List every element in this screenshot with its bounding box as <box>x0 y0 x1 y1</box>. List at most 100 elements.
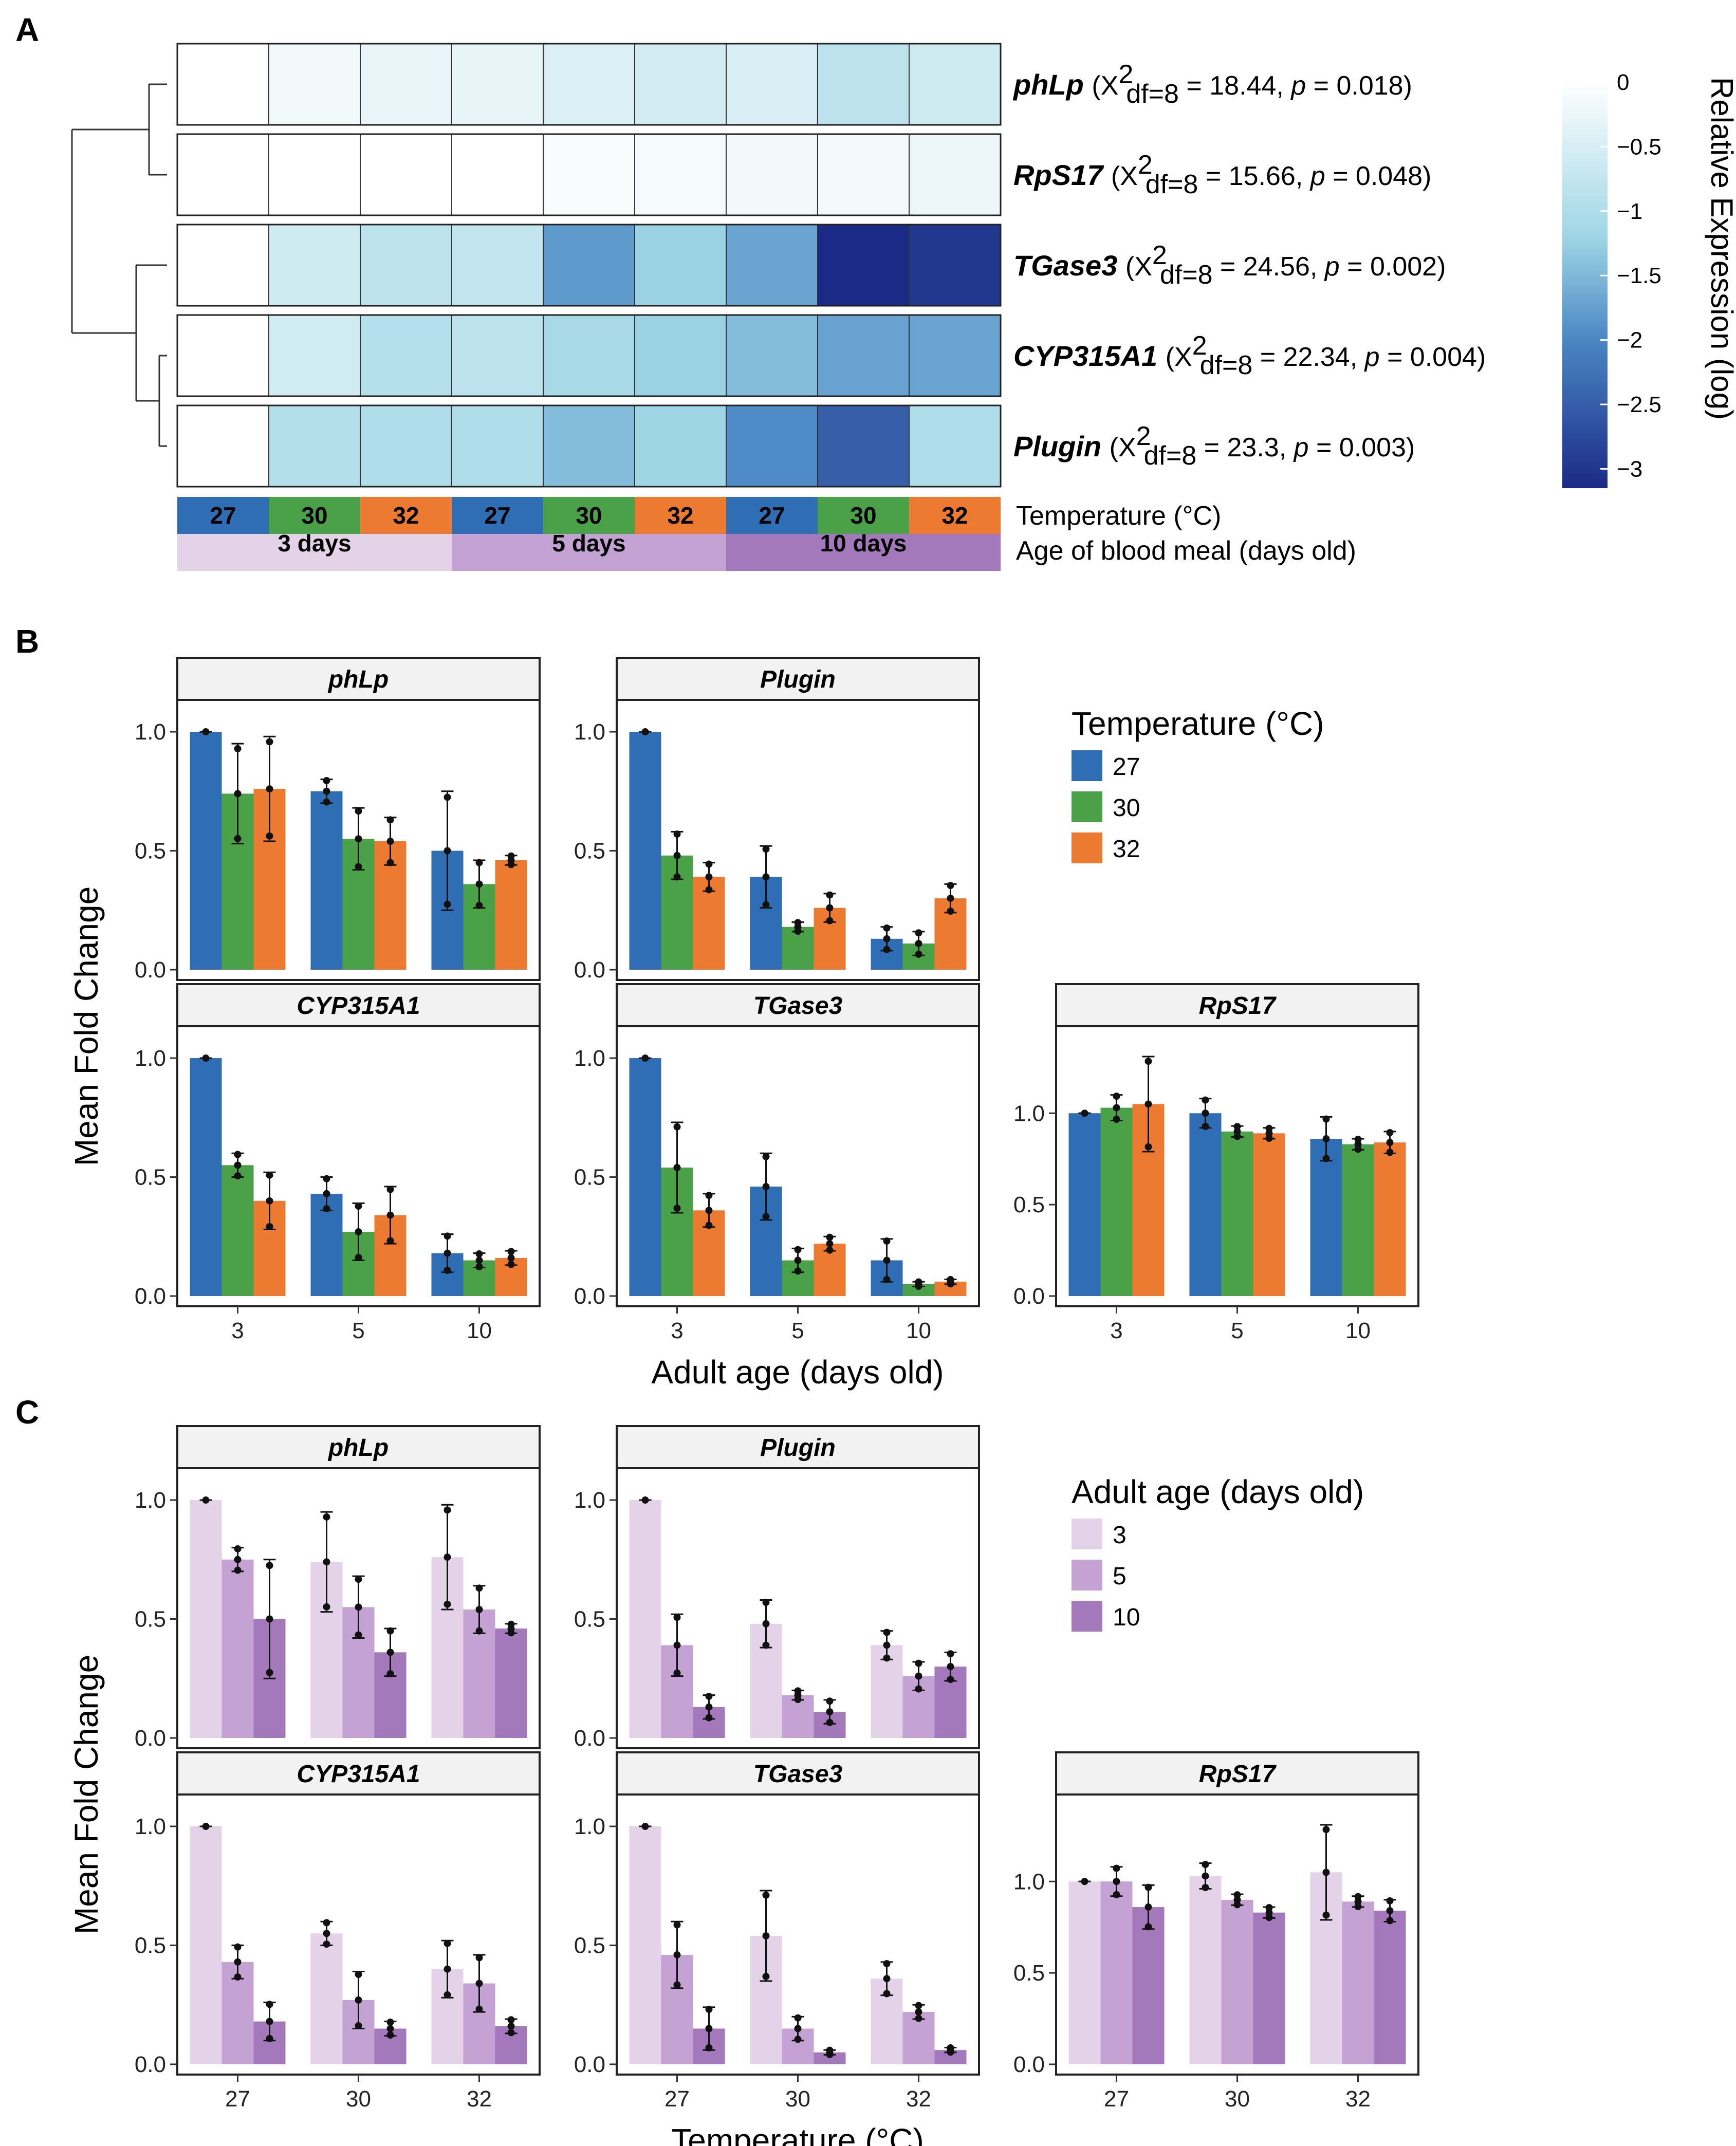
data-point <box>794 1246 802 1253</box>
data-point <box>234 1973 242 1981</box>
x-tick-label: 10 <box>1345 1318 1371 1343</box>
data-point <box>826 2051 834 2059</box>
data-point <box>947 2048 954 2056</box>
panel-b-bar-charts: phLp 0.0 0.5 1.0 Plugin 0.0 0.5 1.0 CYP315A1 0.0 0… <box>68 657 1419 1391</box>
x-tick-label: 3 <box>671 1318 683 1343</box>
data-point <box>673 830 681 838</box>
heatmap-cell <box>817 405 910 487</box>
bar <box>1189 1113 1222 1296</box>
data-point <box>507 1248 515 1255</box>
heatmap-cell <box>177 43 269 125</box>
legend-swatch <box>1072 791 1102 822</box>
data-point <box>826 917 834 924</box>
p-symbol: p <box>1309 161 1325 191</box>
heatmap-cell <box>726 134 818 216</box>
y-tick-label: 0.5 <box>135 1165 166 1190</box>
stat-prefix: (X <box>1111 161 1138 191</box>
data-point <box>444 847 451 855</box>
bar <box>1253 1912 1285 2064</box>
facet-Plugin: Plugin 0.0 0.5 1.0 <box>574 1425 980 1751</box>
bar <box>1342 1144 1374 1296</box>
data-point <box>386 1649 394 1656</box>
data-point <box>762 873 770 881</box>
age-annotation-cell <box>726 534 1001 571</box>
heatmap-cell <box>451 134 544 216</box>
data-point <box>355 1996 362 2004</box>
data-point <box>947 1650 954 1658</box>
heatmap-cell <box>177 314 269 397</box>
temperature-annotation-cell <box>635 497 726 534</box>
y-tick-label: 0.0 <box>135 957 166 983</box>
heatmap-cell <box>268 405 361 487</box>
data-point <box>1233 1133 1241 1140</box>
data-point <box>762 1620 770 1627</box>
x-tick-label: 32 <box>906 2086 931 2112</box>
data-point <box>444 793 451 801</box>
data-point <box>794 1696 802 1703</box>
temperature-annotation-cell <box>269 497 360 534</box>
x-axis-title: Temperature (°C) <box>671 2122 924 2146</box>
heatmap-panel: phLp (X2 df=8 = 18.44, p = 0.018)RpS17 (X… <box>71 43 1736 571</box>
data-point <box>641 1496 649 1504</box>
age-annotation-label: 5 days <box>552 530 625 557</box>
data-point <box>266 1171 273 1179</box>
data-point <box>355 2022 362 2029</box>
data-point <box>883 1654 891 1662</box>
heatmap-cell <box>909 314 1001 397</box>
facet-phLp: phLp 0.0 0.5 1.0 <box>135 1425 541 1751</box>
data-point <box>386 816 394 824</box>
data-point <box>386 1627 394 1635</box>
data-point <box>826 1246 834 1254</box>
y-tick-label: 0.0 <box>574 2052 605 2077</box>
stat-superscript: 2 <box>1118 60 1133 89</box>
data-point <box>444 1939 451 1947</box>
bar <box>1068 1881 1101 2064</box>
bar <box>1100 1881 1133 2064</box>
data-point <box>266 2018 273 2025</box>
data-point <box>1233 1901 1241 1909</box>
data-point <box>826 904 834 912</box>
temperature-annotation-cell <box>177 497 269 534</box>
data-point <box>794 1267 802 1275</box>
legend-item-label: 3 <box>1113 1522 1126 1549</box>
heatmap-cell <box>543 405 635 487</box>
heatmap-cell <box>726 43 818 125</box>
data-point <box>705 1714 713 1722</box>
data-point <box>386 1237 394 1245</box>
facet-strip <box>1055 1751 1419 1796</box>
facet-strip <box>616 983 980 1027</box>
x-tick-label: 30 <box>346 2086 371 2112</box>
bar <box>629 1058 661 1296</box>
heatmap-cell <box>360 224 452 306</box>
legend-swatch <box>1072 750 1102 781</box>
gene-row-label: phLp (X2 df=8 = 18.44, p = 0.018) <box>1012 60 1412 109</box>
data-point <box>386 859 394 866</box>
data-point <box>1265 1130 1273 1137</box>
y-tick-label: 0.5 <box>574 839 605 864</box>
facet-strip <box>176 657 541 701</box>
bar <box>1374 1142 1406 1296</box>
facet-strip <box>176 1751 541 1796</box>
heatmap-cell <box>543 314 635 397</box>
data-point <box>355 1202 362 1210</box>
data-point <box>234 1943 242 1951</box>
y-tick-label: 0.5 <box>574 1607 605 1632</box>
data-point <box>1386 1139 1394 1146</box>
data-point <box>947 1280 954 1288</box>
data-point <box>234 1172 242 1180</box>
x-tick-label: 10 <box>467 1318 492 1343</box>
data-point <box>1386 1128 1394 1136</box>
data-point <box>355 1631 362 1639</box>
data-point <box>323 1513 330 1521</box>
bar <box>1068 1113 1101 1296</box>
bar <box>1221 1899 1253 2064</box>
heatmap-row-border <box>176 133 1002 216</box>
data-point <box>915 1685 922 1693</box>
data-point <box>444 1506 451 1514</box>
age-annotation-cell <box>452 534 726 571</box>
panel-label-c: C <box>15 1394 39 1431</box>
bar <box>221 1559 254 1738</box>
data-point <box>323 1175 330 1182</box>
heatmap-cell <box>360 314 452 397</box>
data-point <box>1386 1907 1394 1915</box>
